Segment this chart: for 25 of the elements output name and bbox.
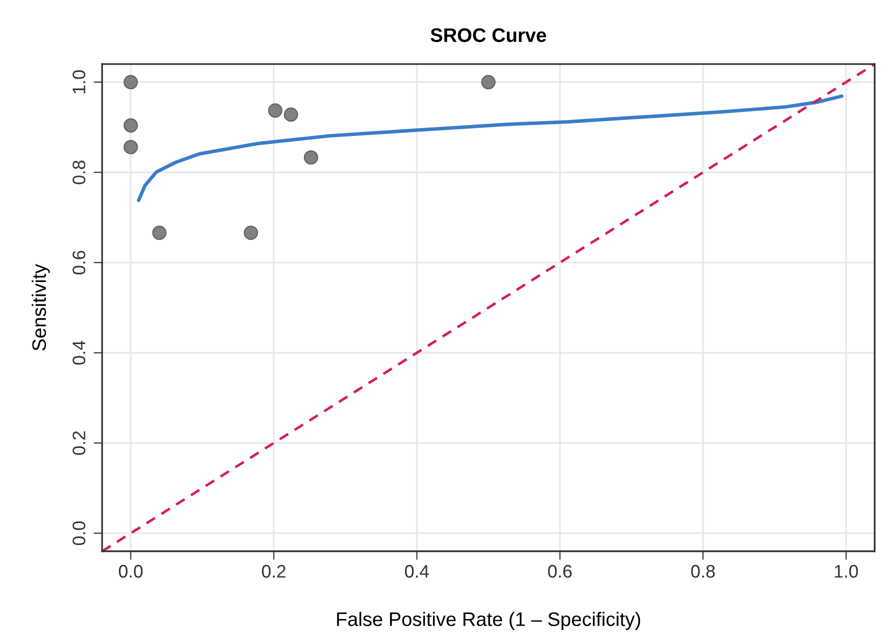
line-series [136, 94, 844, 202]
x-tick-label: 0.0 [118, 564, 143, 578]
x-tick-label: 1.0 [834, 564, 858, 578]
point [124, 118, 138, 133]
point [124, 75, 138, 90]
point [304, 150, 318, 165]
point [124, 140, 138, 154]
x-tick-label: 0.4 [405, 564, 429, 578]
x-tick-label: 0.8 [691, 564, 715, 578]
y-tick-label: 1.0 [72, 70, 86, 94]
y-axis-title: Sensitivity [32, 264, 50, 351]
x-tick-label: 0.2 [262, 564, 286, 578]
point [284, 107, 298, 122]
point [152, 226, 166, 240]
chart-title: SROC Curve [430, 28, 546, 42]
point [481, 75, 496, 90]
point [244, 226, 258, 240]
y-tick-label: 0.4 [72, 340, 86, 365]
x-axis-title: False Positive Rate (1 – Specificity) [337, 612, 640, 630]
y-tick-label: 0.6 [72, 250, 86, 274]
y-tick-label: 0.0 [72, 521, 86, 546]
x-tick-label: 0.6 [548, 564, 572, 578]
y-tick-label: 0.2 [72, 431, 86, 455]
point [268, 103, 282, 118]
y-tick-label: 0.8 [72, 160, 86, 184]
